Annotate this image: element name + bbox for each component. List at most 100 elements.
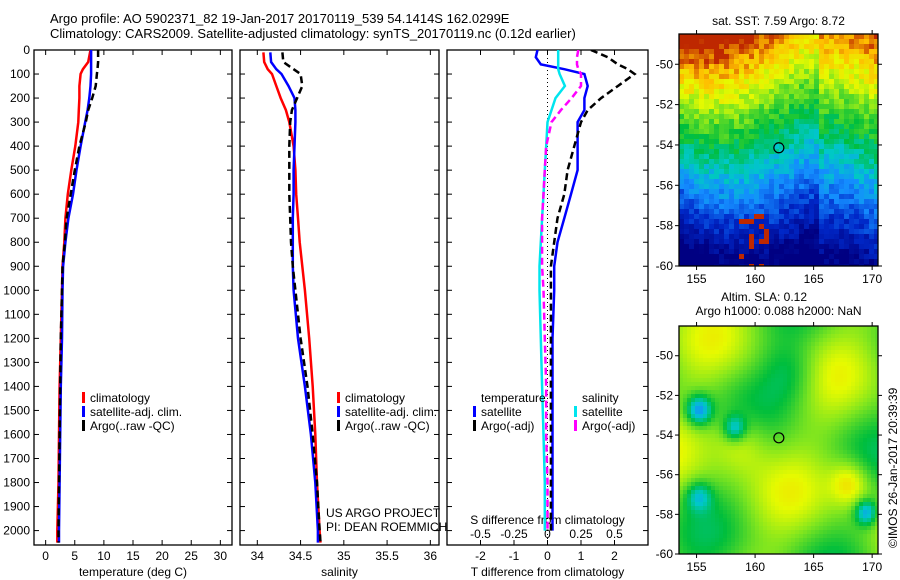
map-cell [763,342,768,347]
map-cell [871,494,876,499]
map-cell [775,338,780,343]
map-cell [739,430,744,435]
map-cell [724,224,730,230]
map-cell [684,74,690,80]
map-cell [739,159,745,165]
map-cell [814,129,820,135]
map-cell [859,370,864,375]
map-cell [735,422,740,427]
map-cell [755,406,760,411]
map-cell [744,214,750,220]
map-cell [735,386,740,391]
map-cell [859,209,865,215]
map-cell [723,550,728,554]
map-cell [759,234,765,240]
map-cell [844,169,850,175]
map-cell [859,378,864,383]
map-cell [734,224,740,230]
map-cell [875,418,878,423]
map-cell [731,410,736,415]
map-cell [779,498,784,503]
map-cell [829,259,835,265]
map-cell [719,550,724,554]
map-cell [863,346,868,351]
map-cell [794,214,800,220]
map-cell [749,94,755,100]
map-cell [767,346,772,351]
map-cell [815,474,820,479]
map-cell [729,194,735,200]
map-cell [803,450,808,455]
map-cell [819,326,824,331]
map-cell [863,458,868,463]
map-cell [719,450,724,455]
map-cell [687,426,692,431]
map-cell [754,34,760,40]
map-cell [731,522,736,527]
map-cell [767,330,772,335]
map-cell [869,179,875,185]
profile-title: Argo profile: AO 5902371_82 19-Jan-2017 … [50,11,510,26]
map-cell [799,482,804,487]
map-cell [743,394,748,399]
map-cell [871,374,876,379]
map-cell [823,506,828,511]
map-cell [859,418,864,423]
map-cell [694,149,700,155]
map-cell [703,358,708,363]
map-cell [855,526,860,531]
map-cell [829,79,835,85]
map-cell [815,470,820,475]
map-cell [807,478,812,483]
map-cell [751,338,756,343]
map-cell [689,104,695,110]
map-cell [724,94,730,100]
map-cell [744,264,750,266]
map-cell [794,234,800,240]
map-cell [871,402,876,407]
map-cell [824,204,830,210]
map-cell [739,234,745,240]
map-cell [839,44,845,50]
map-cell [771,378,776,383]
map-cell [835,486,840,491]
map-cell [747,502,752,507]
map-cell [874,194,878,200]
map-cell [867,386,872,391]
map-cell [744,234,750,240]
map-cell [789,109,795,115]
map-cell [719,139,725,145]
map-cell [799,410,804,415]
map-cell [723,446,728,451]
map-cell [683,450,688,455]
map-cell [867,406,872,411]
map-cell [754,64,760,70]
map-cell [829,59,835,65]
map-cell [803,494,808,499]
map-cell [799,498,804,503]
map-cell [835,462,840,467]
map-cell [735,490,740,495]
map-cell [743,462,748,467]
map-cell [784,129,790,135]
map-cell [839,124,845,130]
map-cell [703,446,708,451]
map-cell [714,89,720,95]
map-cell [819,490,824,495]
map-cell [714,164,720,170]
map-cell [834,69,840,75]
map-cell [779,199,785,205]
map-cell [684,114,690,120]
map-cell [829,254,835,260]
map-cell [731,354,736,359]
x2-tick-label: -0.5 [470,527,491,541]
map-cell [819,219,825,225]
map-cell [823,378,828,383]
map-cell [779,54,785,60]
map-cell [824,174,830,180]
map-cell [679,358,684,363]
map-cell [799,254,805,260]
map-cell [849,219,855,225]
map-cell [835,430,840,435]
map-cell [795,478,800,483]
